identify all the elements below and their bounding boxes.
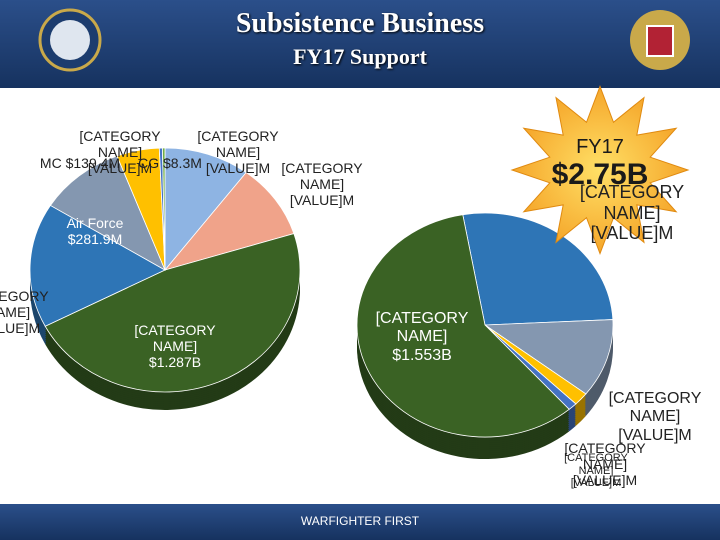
data-label: [CATEGORY NAME] $1.287B (115, 322, 235, 370)
category-label: [CATEGORY NAME] (608, 390, 702, 426)
category-label: [CATEGORY NAME] (197, 128, 279, 161)
value-label: [VALUE]M (618, 426, 692, 444)
callout-label: FY17 (576, 136, 624, 158)
header-band (0, 0, 720, 88)
category-label: CG (138, 155, 163, 171)
data-label: [CATEGORY NAME][VALUE]M (188, 128, 288, 176)
value-label: $281.9M (67, 231, 123, 248)
category-label: [CATEGORY NAME] (281, 160, 363, 193)
seal-left-inner (50, 20, 90, 60)
data-label: [CATEGORY NAME][VALUE]M (556, 452, 636, 490)
title: Subsistence Business (235, 8, 485, 39)
category-label: [CATEGORY NAME] (564, 440, 646, 473)
category-label: [CATEGORY NAME] (134, 322, 216, 355)
pie-slice (49, 155, 166, 271)
pie-slice (29, 204, 166, 327)
seal-right-shield (646, 25, 674, 57)
value-label: [VALUE]M (572, 472, 638, 489)
category-label: [CATEGORY NAME] (579, 182, 685, 223)
pie-slice (162, 147, 166, 271)
category-label: Air Force (66, 215, 124, 231)
value-label: [VALUE]M (590, 223, 674, 244)
pie-slice (44, 233, 301, 393)
data-label: [CATEGORY NAME][VALUE]M (567, 182, 697, 244)
footer-band (0, 504, 720, 540)
callout-value: $2.75B (551, 158, 649, 191)
data-label: [CATEGORY NAME][VALUE]M (272, 160, 372, 208)
footer: WARFIGHTER FIRST (300, 514, 420, 528)
value-label: [VALUE]M (289, 192, 355, 209)
value-label: $1.553B (392, 346, 452, 364)
category-label: MC (39, 155, 66, 171)
data-label: [CATEGORY NAME][VALUE]M (555, 440, 655, 488)
pie-slice (483, 319, 614, 395)
pies (29, 147, 614, 460)
data-label: CG $8.3M (120, 155, 220, 171)
value-label: $1.287B (148, 354, 202, 371)
data-label: [CATEGORY NAME] $1.553B (357, 310, 487, 365)
pie-slice (462, 212, 614, 326)
pie-slice (164, 147, 247, 272)
value-label: [VALUE]M (0, 320, 41, 337)
value-label: [VALUE]M (205, 160, 271, 177)
category-label: [CATEGORY NAME] (0, 288, 49, 321)
category-label: [CATEGORY NAME] (79, 128, 161, 161)
data-label: [CATEGORY NAME][VALUE]M (70, 128, 170, 176)
starburst (510, 84, 690, 256)
value-label: $139.4M (65, 155, 121, 171)
data-label: Air Force $281.9M (50, 215, 140, 247)
category-label: [CATEGORY NAME] (375, 310, 469, 346)
value-label: [VALUE]M (570, 477, 622, 490)
data-label: [CATEGORY NAME][VALUE]M (0, 288, 58, 336)
category-label: [CATEGORY NAME] (564, 452, 628, 477)
pie-slice (356, 214, 570, 438)
value-label: [VALUE]M (87, 160, 153, 177)
data-label: MC $139.4M (25, 155, 135, 171)
pie-slice (163, 171, 295, 271)
subtitle: FY17 Support (293, 44, 427, 69)
value-label: $8.3M (162, 155, 202, 171)
data-label: [CATEGORY NAME][VALUE]M (600, 390, 710, 445)
